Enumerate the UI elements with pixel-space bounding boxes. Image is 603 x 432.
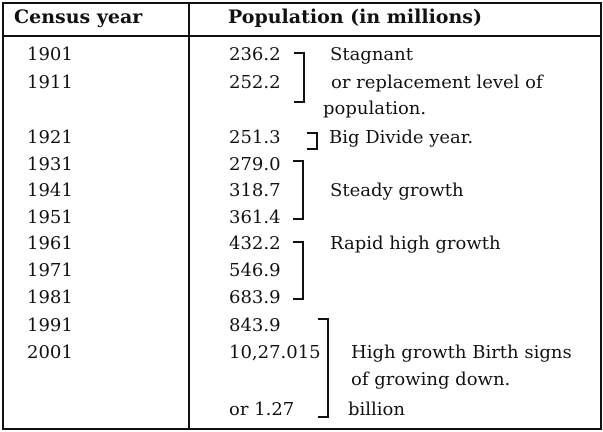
year-cell: 1971 xyxy=(27,260,73,281)
table-bottom-border xyxy=(2,428,601,430)
year-cell: 1901 xyxy=(27,44,73,65)
population-cell: 10,27.015 xyxy=(229,342,321,363)
year-cell: 1911 xyxy=(27,72,73,93)
year-cell: 1931 xyxy=(27,154,73,175)
table-top-border xyxy=(2,2,601,4)
population-cell: 843.9 xyxy=(229,315,281,336)
bracket-divide xyxy=(307,132,318,150)
note-stagnant-line2: or replacement level of xyxy=(331,72,543,93)
table-left-border xyxy=(2,2,4,430)
year-cell: 1941 xyxy=(27,180,73,201)
population-cell: 251.3 xyxy=(229,127,281,148)
bracket-high-growth xyxy=(318,318,329,418)
bracket-stagnant xyxy=(294,52,305,103)
bracket-steady xyxy=(293,160,304,220)
population-cell: 546.9 xyxy=(229,260,281,281)
column-divider xyxy=(188,2,190,430)
header-divider xyxy=(2,35,601,37)
table-right-border xyxy=(600,2,602,430)
note-rapid-growth: Rapid high growth xyxy=(330,233,501,254)
year-cell: 1961 xyxy=(27,233,73,254)
year-cell: 1921 xyxy=(27,127,73,148)
year-cell: 2001 xyxy=(27,342,73,363)
note-billion: billion xyxy=(348,399,405,420)
header-census-year: Census year xyxy=(14,6,143,28)
header-population: Population (in millions) xyxy=(228,6,482,28)
population-cell: 252.2 xyxy=(229,72,281,93)
year-cell: 1991 xyxy=(27,315,73,336)
population-billion-cell: or 1.27 xyxy=(229,399,295,420)
note-steady-growth: Steady growth xyxy=(330,180,464,201)
note-stagnant: Stagnant xyxy=(330,44,413,65)
year-cell: 1951 xyxy=(27,207,73,228)
population-cell: 361.4 xyxy=(229,207,281,228)
population-cell: 318.7 xyxy=(229,180,281,201)
population-cell: 236.2 xyxy=(229,44,281,65)
year-cell: 1981 xyxy=(27,287,73,308)
note-high-growth-line2: of growing down. xyxy=(351,369,511,390)
population-cell: 432.2 xyxy=(229,233,281,254)
bracket-rapid xyxy=(293,241,304,300)
note-stagnant-line3: population. xyxy=(323,98,427,119)
population-cell: 279.0 xyxy=(229,154,281,175)
note-big-divide: Big Divide year. xyxy=(329,127,474,148)
population-cell: 683.9 xyxy=(229,287,281,308)
note-high-growth: High growth Birth signs xyxy=(351,342,572,363)
